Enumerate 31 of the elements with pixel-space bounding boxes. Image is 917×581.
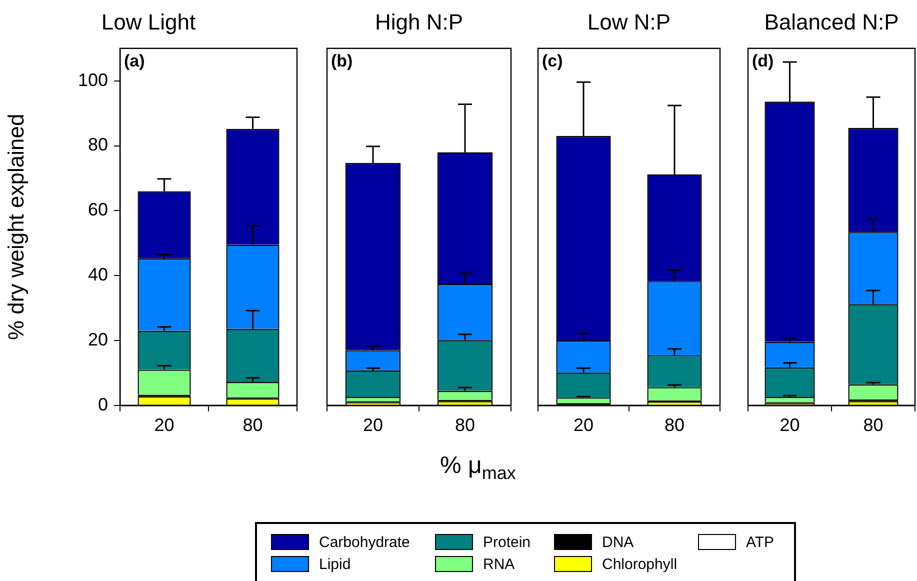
legend-label: Carbohydrate xyxy=(319,534,410,550)
annotation: (b) xyxy=(331,52,353,71)
x-axis-title: % μ$_{max}$ xyxy=(440,452,516,484)
legend-label: ATP xyxy=(746,534,774,550)
chart-title: High N:P xyxy=(374,9,464,34)
legend-label: DNA xyxy=(602,534,634,550)
x-tick-label: 80 xyxy=(454,415,476,436)
chart-title: Low Light xyxy=(101,9,196,34)
legend-label: Chlorophyll xyxy=(602,556,678,572)
x-tick-label: 20 xyxy=(573,415,594,436)
legend-label: RNA xyxy=(483,556,515,572)
x-tick-label: 20 xyxy=(780,415,800,436)
y-axis-title: % dry weight explained xyxy=(3,114,28,340)
annotation: (c) xyxy=(542,52,563,71)
chart-title: Low N:P xyxy=(587,9,671,34)
chart-title: Balanced N:P xyxy=(764,9,899,34)
annotation: (a) xyxy=(124,52,145,71)
x-tick-label: 80 xyxy=(242,415,263,436)
x-tick-label: 20 xyxy=(362,415,384,436)
legend-label: Lipid xyxy=(319,556,351,572)
x-tick-label: 80 xyxy=(863,415,884,436)
y-tick-label: 60 xyxy=(88,200,108,220)
y-tick-label: 20 xyxy=(88,329,108,350)
annotation: (d) xyxy=(752,52,774,71)
y-tick-label: 100 xyxy=(78,70,108,90)
y-tick-label: 40 xyxy=(88,264,108,285)
x-tick-label: 20 xyxy=(154,415,174,436)
legend-label: Protein xyxy=(483,534,531,550)
y-tick-label: 80 xyxy=(88,134,108,155)
x-tick-label: 80 xyxy=(664,415,685,436)
y-tick-label: 0 xyxy=(98,394,108,414)
